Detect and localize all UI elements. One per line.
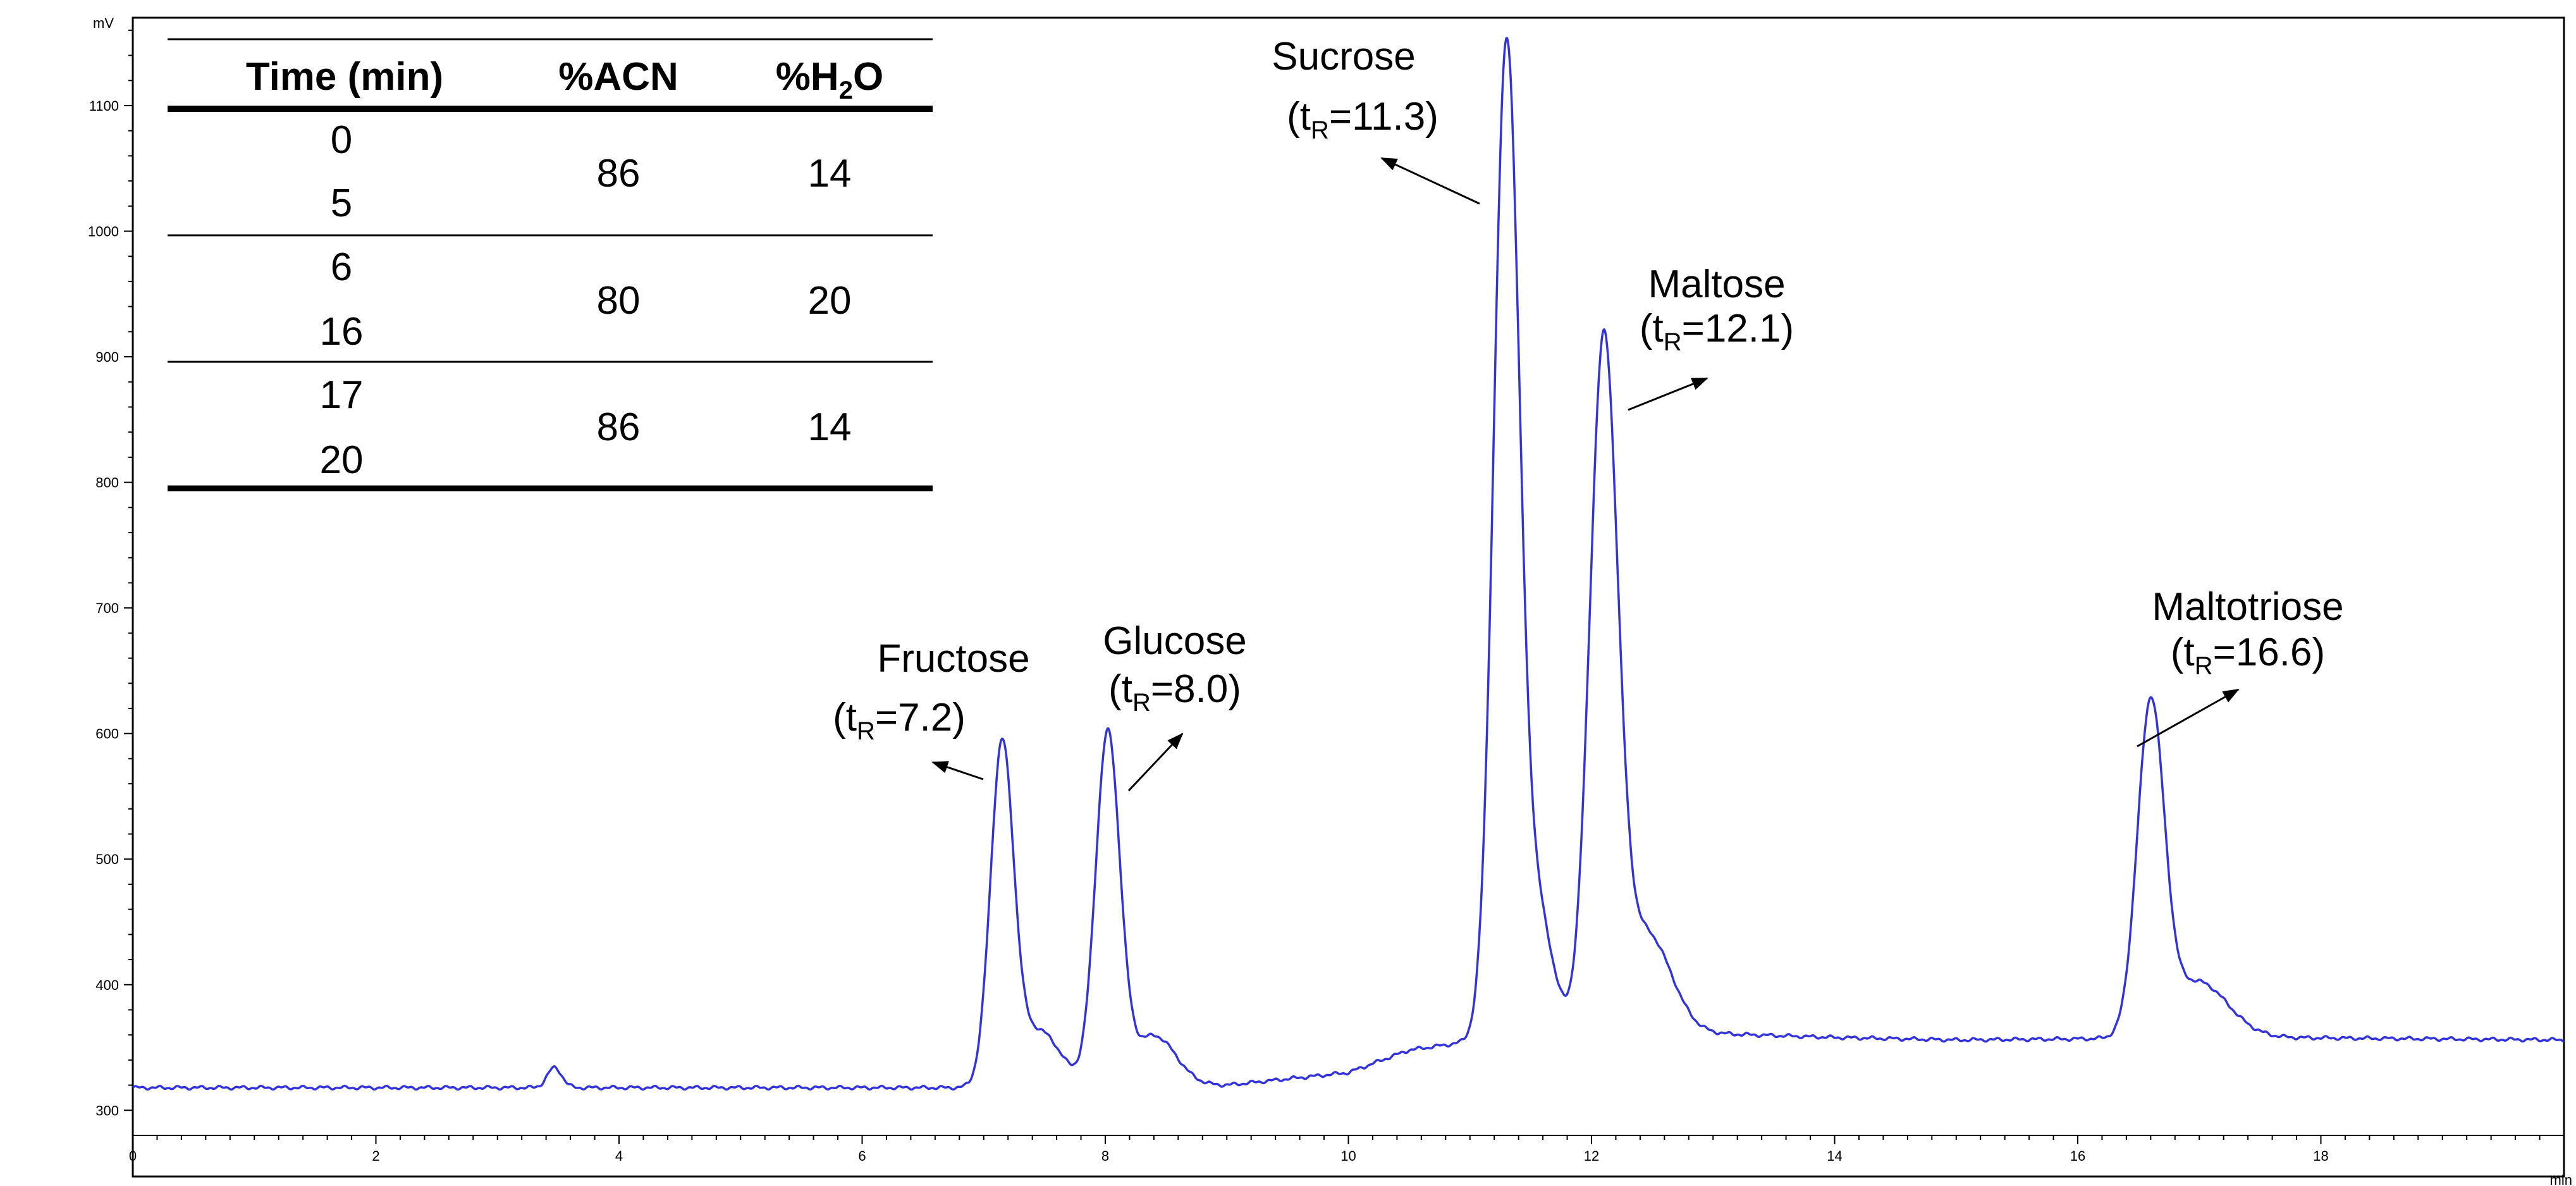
x-tick-label: 12	[1584, 1148, 1599, 1164]
annotation-arrow	[2137, 688, 2240, 748]
y-tick-label: 900	[95, 349, 119, 365]
x-tick-label: 4	[615, 1148, 623, 1164]
table-header-h2o: %H2O	[776, 55, 883, 104]
peak-annotation-fructose: Fructose (tR=7.2)	[833, 637, 1030, 781]
peak-name-label: Maltose	[1648, 263, 1785, 306]
table-row3-time-start: 17	[320, 373, 364, 417]
peak-name-label: Sucrose	[1272, 35, 1415, 78]
table-header-acn: %ACN	[558, 55, 678, 99]
peak-annotation-maltose: Maltose(tR=12.1)	[1628, 263, 1794, 411]
y-tick-label: 400	[95, 977, 119, 993]
table-row3-h2o: 14	[808, 405, 852, 449]
y-tick-label: 800	[95, 475, 119, 491]
x-axis: 0 2 4 6 8 10 12 14 16 18	[129, 1135, 2565, 1164]
retention-time-label: (tR=8.0)	[1108, 667, 1241, 717]
table-row3-time-end: 20	[320, 438, 364, 482]
peak-name-label: Maltotriose	[2152, 585, 2343, 629]
table-row1-time-start: 0	[331, 118, 352, 162]
peak-annotations: Fructose (tR=7.2) Glucose(tR=8.0) Sucrose (t…	[833, 35, 2344, 792]
table-row2-time-end: 16	[320, 310, 364, 354]
x-tick-label: 0	[129, 1148, 137, 1164]
peak-name-label: Fructose	[877, 637, 1029, 681]
table-row1-acn: 86	[597, 152, 641, 195]
x-tick-label: 14	[1827, 1148, 1842, 1164]
x-tick-label: 8	[1101, 1148, 1109, 1164]
retention-time-label: (tR=12.1)	[1640, 307, 1794, 356]
retention-time-label: (tR=7.2)	[833, 696, 966, 745]
y-tick-label: 1100	[89, 98, 119, 114]
chromatogram-trace	[132, 37, 2565, 1091]
annotation-arrow	[1380, 157, 1480, 205]
gradient-table: Time (min) %ACN %H2O 0 5 86 14 6 16 80 2…	[168, 38, 933, 491]
y-tick-label: 700	[95, 600, 119, 616]
peak-annotation-maltotriose: Maltotriose(tR=16.6)	[2137, 585, 2344, 748]
y-axis: 300 400 500 600 700 800 900 1000 1100	[88, 18, 133, 1135]
y-tick-label: 300	[95, 1103, 119, 1118]
x-tick-label: 10	[1340, 1148, 1356, 1164]
y-tick-label: 1000	[88, 224, 119, 240]
retention-time-label: (tR=11.3)	[1287, 95, 1438, 144]
peak-annotation-glucose: Glucose(tR=8.0)	[1103, 619, 1247, 792]
x-tick-label: 6	[858, 1148, 866, 1164]
annotation-arrow	[1628, 377, 1708, 411]
x-unit-label: min	[2550, 1172, 2572, 1186]
table-row1-h2o: 14	[808, 152, 852, 195]
y-unit-label: mV	[93, 15, 114, 31]
annotation-arrow	[1127, 732, 1184, 792]
peak-annotation-sucrose: Sucrose (tR=11.3)	[1272, 35, 1480, 205]
y-tick-label: 500	[95, 851, 119, 867]
y-tick-label: 600	[95, 726, 119, 742]
table-row3-acn: 86	[597, 405, 641, 449]
x-tick-label: 16	[2070, 1148, 2085, 1164]
x-tick-label: 2	[372, 1148, 379, 1164]
annotation-arrow	[931, 761, 984, 781]
table-row1-time-end: 5	[331, 182, 352, 225]
retention-time-label: (tR=16.6)	[2171, 631, 2325, 680]
x-tick-label: 18	[2313, 1148, 2328, 1164]
table-row2-time-start: 6	[331, 245, 352, 289]
peak-name-label: Glucose	[1103, 619, 1246, 663]
table-row2-h2o: 20	[808, 279, 852, 323]
table-row2-acn: 80	[597, 279, 641, 323]
table-header-time: Time (min)	[246, 55, 443, 99]
